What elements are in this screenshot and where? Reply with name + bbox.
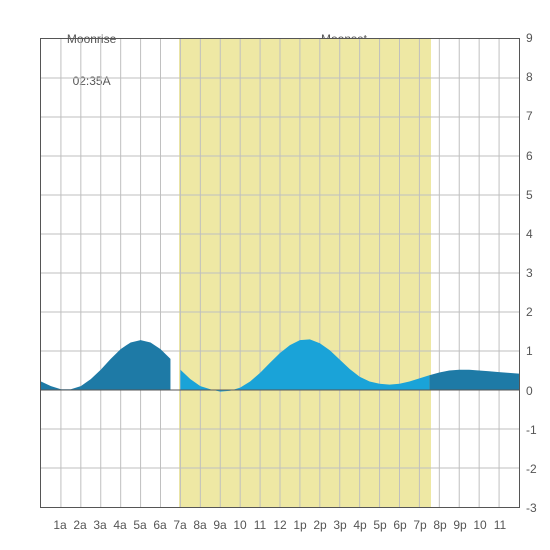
x-tick-label: 6a bbox=[153, 518, 166, 532]
x-tick-label: 5p bbox=[373, 518, 386, 532]
x-tick-label: 12 bbox=[273, 518, 286, 532]
tide-chart-stage: Moonrise 02:35A Moonset 03:12P 1a 2a 3a 4a 5… bbox=[0, 0, 550, 550]
y-tick-label: 3 bbox=[526, 266, 548, 280]
x-tick-label: 6p bbox=[393, 518, 406, 532]
x-tick-label: 11 bbox=[494, 518, 506, 532]
y-tick-label: 8 bbox=[526, 70, 548, 84]
y-tick-label: -1 bbox=[526, 423, 548, 437]
x-tick-label: 4a bbox=[113, 518, 126, 532]
x-tick-label: 3p bbox=[333, 518, 346, 532]
y-tick-label: 0 bbox=[526, 384, 548, 398]
y-tick-label: 6 bbox=[526, 149, 548, 163]
y-tick-label: 1 bbox=[526, 344, 548, 358]
x-tick-label: 8a bbox=[193, 518, 206, 532]
y-tick-label: 9 bbox=[526, 31, 548, 45]
daylight-band bbox=[179, 39, 431, 507]
x-axis-labels: 1a 2a 3a 4a 5a 6a 7a 8a 9a 10 11 12 1p 2p 3p 4p 5p 6p 7p 8p… bbox=[40, 518, 520, 536]
y-tick-label: 4 bbox=[526, 227, 548, 241]
x-tick-label: 9a bbox=[213, 518, 226, 532]
x-tick-label: 5a bbox=[133, 518, 146, 532]
x-tick-label: 11 bbox=[254, 518, 266, 532]
y-axis-labels: -3-2-10123456789 bbox=[526, 38, 548, 508]
y-tick-label: -2 bbox=[526, 462, 548, 476]
y-tick-label: 7 bbox=[526, 109, 548, 123]
top-labels: Moonrise 02:35A Moonset 03:12P bbox=[0, 4, 550, 38]
x-tick-label: 9p bbox=[453, 518, 466, 532]
x-tick-label: 3a bbox=[93, 518, 106, 532]
x-tick-label: 8p bbox=[433, 518, 446, 532]
y-tick-label: -3 bbox=[526, 501, 548, 515]
plot-area bbox=[40, 38, 520, 508]
x-tick-label: 1a bbox=[53, 518, 66, 532]
x-tick-label: 10 bbox=[473, 518, 486, 532]
x-tick-label: 7p bbox=[413, 518, 426, 532]
x-tick-label: 2a bbox=[73, 518, 86, 532]
y-tick-label: 5 bbox=[526, 188, 548, 202]
x-tick-label: 10 bbox=[233, 518, 246, 532]
y-tick-label: 2 bbox=[526, 305, 548, 319]
x-tick-label: 1p bbox=[293, 518, 306, 532]
x-tick-label: 4p bbox=[353, 518, 366, 532]
x-tick-label: 2p bbox=[313, 518, 326, 532]
x-tick-label: 7a bbox=[173, 518, 186, 532]
